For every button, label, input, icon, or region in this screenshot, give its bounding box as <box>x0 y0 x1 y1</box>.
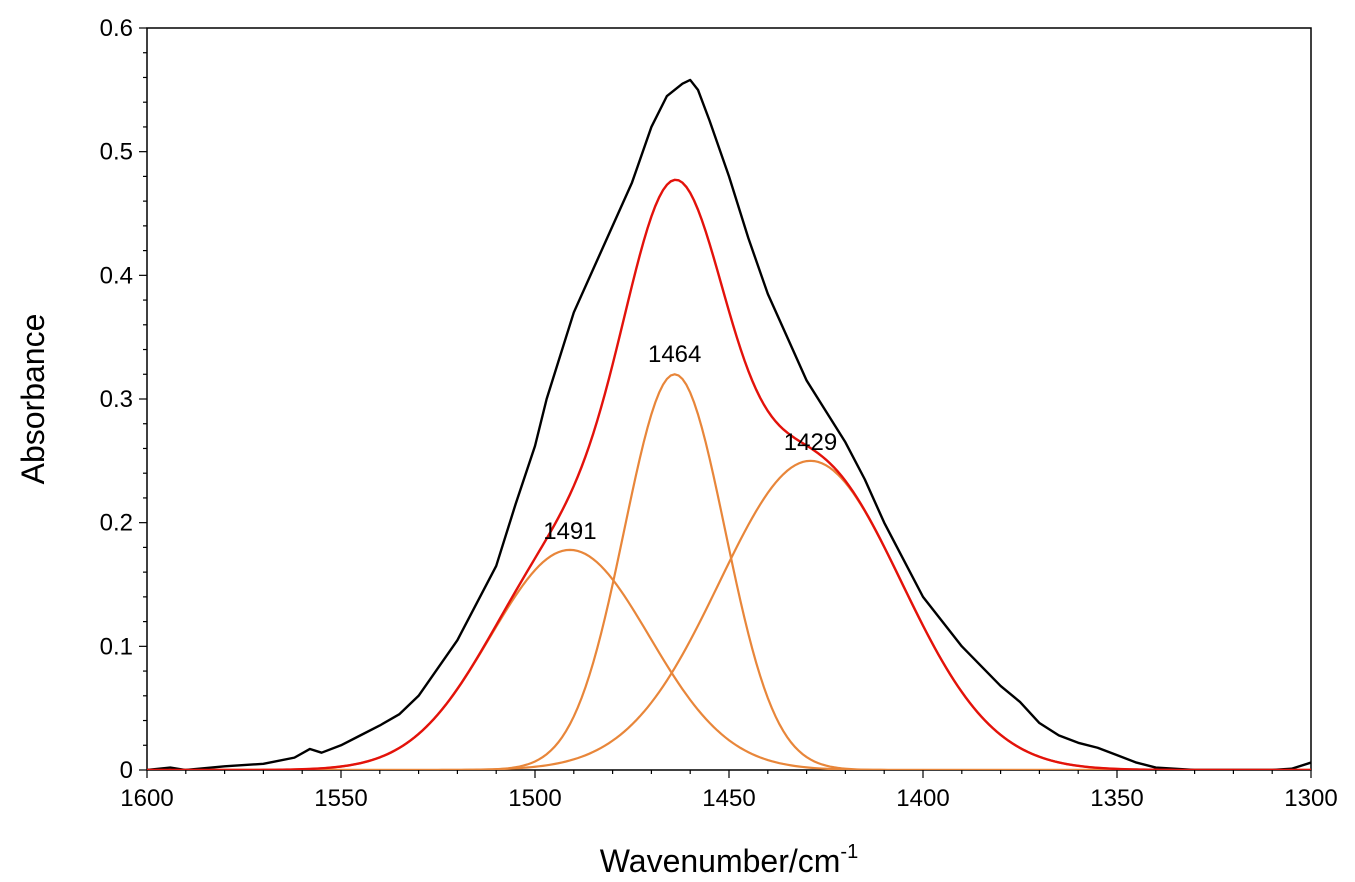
y-tick-label: 0.1 <box>100 633 133 660</box>
x-tick-label: 1500 <box>508 785 561 812</box>
x-tick-label: 1450 <box>702 785 755 812</box>
y-axis: 0 0.1 0.2 0.3 0.4 0.5 0.6 <box>100 15 147 784</box>
plot-area <box>146 27 1312 771</box>
y-tick-label: 0.5 <box>100 139 133 166</box>
y-tick-label: 0 <box>120 757 133 784</box>
x-axis-title: Wavenumber/cm-1 <box>600 841 858 879</box>
component-curve-1491 <box>147 548 1311 770</box>
y-tick-label: 0.6 <box>100 15 133 42</box>
peak-label-1429: 1429 <box>784 429 837 456</box>
x-tick-label: 1400 <box>896 785 949 812</box>
peak-annotations: 1491 1464 1429 <box>543 341 837 545</box>
y-axis-title: Absorbance <box>15 314 51 485</box>
y-tick-label: 0.4 <box>100 262 133 289</box>
x-axis-title-superscript: -1 <box>840 841 858 863</box>
x-tick-label: 1550 <box>314 785 367 812</box>
x-tick-label: 1300 <box>1284 785 1337 812</box>
fit-sum-line <box>147 178 1311 770</box>
component-curve-1464 <box>147 373 1311 770</box>
x-axis: 1600 1550 1500 1450 1400 1350 1300 <box>120 770 1338 812</box>
x-tick-label: 1600 <box>120 785 173 812</box>
component-curve-1429 <box>147 459 1311 770</box>
plot-frame <box>146 27 1312 771</box>
peak-label-1464: 1464 <box>648 341 701 368</box>
peak-label-1491: 1491 <box>543 518 596 545</box>
measured-spectrum-line <box>147 78 1311 770</box>
y-tick-label: 0.3 <box>100 386 133 413</box>
y-tick-label: 0.2 <box>100 510 133 537</box>
x-axis-title-text: Wavenumber/cm <box>600 843 841 879</box>
x-tick-label: 1350 <box>1090 785 1143 812</box>
